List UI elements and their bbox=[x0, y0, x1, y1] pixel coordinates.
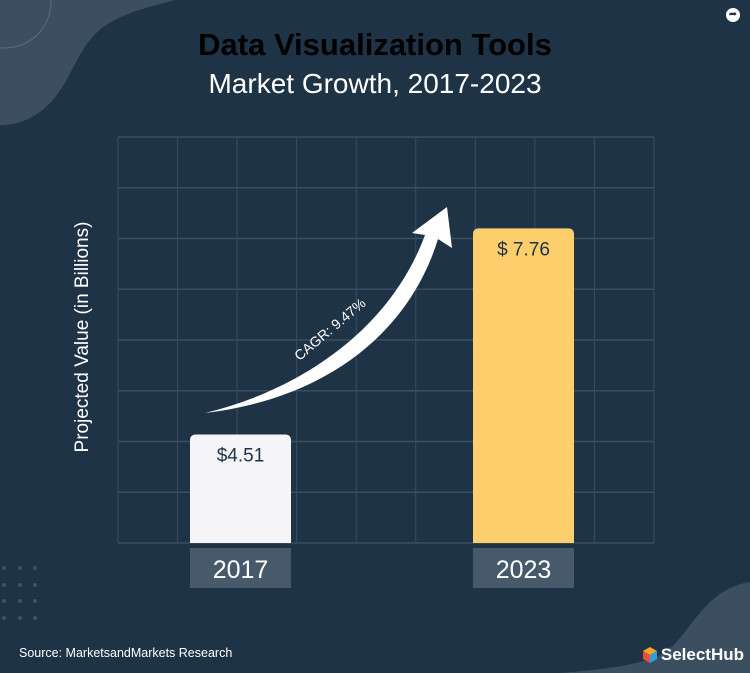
x-tick-label: 2023 bbox=[496, 556, 552, 584]
chart-title: Data Visualization Tools bbox=[198, 27, 552, 62]
y-axis-label: Projected Value (in Billions) bbox=[72, 222, 93, 453]
data-label: $4.51 bbox=[217, 446, 265, 467]
bar-2023 bbox=[473, 228, 574, 543]
x-tick-box bbox=[473, 548, 574, 588]
cagr-arrow bbox=[205, 207, 452, 413]
x-tick-box bbox=[190, 548, 291, 588]
selecthub-logo[interactable]: SelectHub bbox=[642, 645, 744, 665]
chart-subtitle: Market Growth, 2017-2023 bbox=[208, 68, 542, 99]
logo-text: SelectHub bbox=[660, 645, 744, 664]
share-icon[interactable]: ➦ bbox=[726, 8, 740, 22]
dots-decor bbox=[2, 566, 37, 620]
logo-cube-icon bbox=[642, 647, 657, 663]
bar-2017 bbox=[190, 434, 291, 543]
data-label: $ 7.76 bbox=[497, 239, 550, 260]
x-tick-label: 2017 bbox=[213, 556, 269, 584]
source-text: Source: MarketsandMarkets Research bbox=[19, 646, 233, 660]
